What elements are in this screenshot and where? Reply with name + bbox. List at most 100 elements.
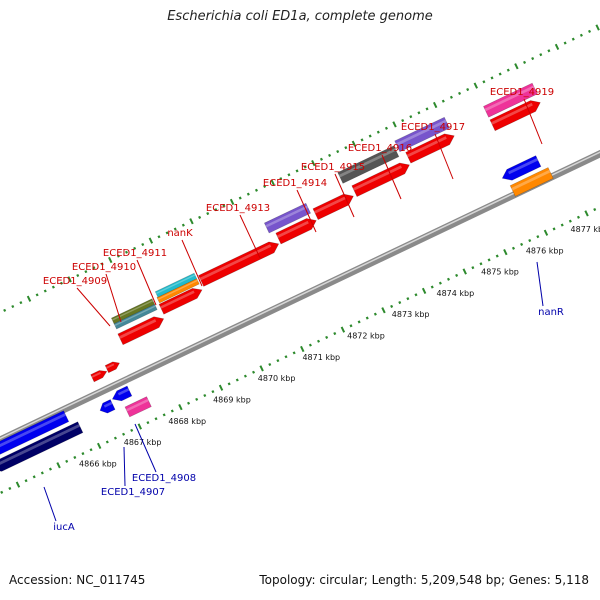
gene-ECED1-4917-purple xyxy=(394,116,450,153)
tick-mark xyxy=(398,300,402,305)
tick-mark xyxy=(466,87,470,92)
gene-nanR xyxy=(509,167,554,197)
gene-label-forward: nanK xyxy=(167,228,193,239)
gene-label-reverse: ECED1_4908 xyxy=(132,473,196,484)
tick-mark xyxy=(76,273,80,278)
leader-line xyxy=(239,214,261,259)
gene-label-reverse: ECED1_4907 xyxy=(101,487,165,498)
tick-mark xyxy=(113,436,117,440)
gene-shading xyxy=(0,424,81,465)
genome-backbone-highlight xyxy=(0,151,600,440)
tick-mark xyxy=(482,80,486,84)
tick-mark xyxy=(8,486,12,491)
gene-label-reverse: iucA xyxy=(53,522,75,533)
tick-mark xyxy=(576,215,580,219)
tick-mark xyxy=(292,351,296,355)
tick-mark xyxy=(311,159,316,167)
tick-mark xyxy=(328,153,332,157)
tick-mark xyxy=(287,173,291,177)
gene-shading xyxy=(118,319,157,339)
scale-label: 4870 kbp xyxy=(258,374,296,383)
tick-mark xyxy=(0,490,4,494)
gene-ECED1-4913 xyxy=(198,241,280,287)
gene-shading xyxy=(491,102,533,125)
tick-mark xyxy=(59,281,64,285)
gene-shading xyxy=(114,305,156,327)
gene-shading xyxy=(511,169,551,191)
gene-shading xyxy=(395,119,447,146)
gene-shading xyxy=(508,158,539,175)
gene-shading xyxy=(103,401,113,408)
tick-mark xyxy=(141,242,145,247)
tick-mark xyxy=(105,440,109,444)
tick-mark xyxy=(520,242,524,246)
tick-mark xyxy=(560,223,564,227)
scale-label: 4871 kbp xyxy=(302,353,340,362)
tick-mark xyxy=(43,289,47,293)
leader-line xyxy=(105,273,122,323)
tick-mark xyxy=(263,184,267,188)
tick-mark xyxy=(462,268,467,275)
tick-mark xyxy=(455,273,459,277)
gene-ECED1-4908 xyxy=(124,396,152,418)
gene-shading xyxy=(126,398,149,412)
tick-mark xyxy=(336,149,340,154)
tick-mark xyxy=(235,378,239,382)
leader-line xyxy=(536,261,544,307)
tick-mark xyxy=(146,421,150,425)
gene-shading xyxy=(199,244,272,281)
gene-small-2 xyxy=(104,361,120,374)
tick-mark xyxy=(409,115,413,119)
tick-mark xyxy=(24,479,28,483)
tick-mark xyxy=(195,397,199,401)
scale-label: 4874 kbp xyxy=(436,289,474,298)
tick-mark xyxy=(498,72,502,76)
gene-shading xyxy=(105,363,115,369)
tick-mark xyxy=(351,140,357,147)
tick-mark xyxy=(178,403,183,411)
tick-mark xyxy=(222,204,226,208)
tick-mark xyxy=(227,382,231,386)
tick-mark xyxy=(84,270,88,274)
scale-label: 4869 kbp xyxy=(213,395,251,404)
tick-mark xyxy=(116,254,120,258)
gene-ECED1-4917 xyxy=(405,133,455,164)
tick-mark xyxy=(308,343,312,347)
tick-mark xyxy=(124,250,129,254)
gene-label-forward: ECED1_4919 xyxy=(490,87,554,98)
gene-ECED1-4916-gray xyxy=(337,145,400,184)
gene-label-reverse: nanR xyxy=(538,307,564,318)
tick-mark xyxy=(303,165,307,169)
tick-mark xyxy=(148,237,154,244)
accession-text: Accession: NC_011745 xyxy=(9,573,146,587)
tick-mark xyxy=(252,370,256,374)
tick-mark xyxy=(284,355,288,359)
tick-mark xyxy=(490,76,494,80)
leader-line xyxy=(123,446,126,487)
leader-line xyxy=(43,486,57,522)
tick-mark xyxy=(259,365,264,372)
gene-nanK-cyan xyxy=(154,272,198,298)
tick-mark xyxy=(406,297,410,301)
tick-mark xyxy=(425,107,429,111)
tick-mark xyxy=(214,208,218,212)
scale-label: 4873 kbp xyxy=(392,310,430,319)
tick-mark xyxy=(211,390,215,394)
tick-mark xyxy=(523,60,527,64)
leader-line xyxy=(76,287,111,327)
tick-mark xyxy=(473,82,478,89)
tick-mark xyxy=(187,401,191,405)
tick-mark xyxy=(32,475,36,479)
leader-line xyxy=(134,423,157,473)
scale-label: 4866 kbp xyxy=(79,459,117,468)
tick-mark xyxy=(432,101,438,109)
tick-mark xyxy=(218,384,224,391)
gene-shading xyxy=(91,372,101,378)
tick-mark xyxy=(181,223,185,227)
gene-label-forward: ECED1_4910 xyxy=(72,262,136,273)
tick-mark xyxy=(441,99,445,103)
tick-mark xyxy=(438,281,442,285)
tick-mark xyxy=(203,393,207,398)
tick-mark xyxy=(65,459,69,463)
